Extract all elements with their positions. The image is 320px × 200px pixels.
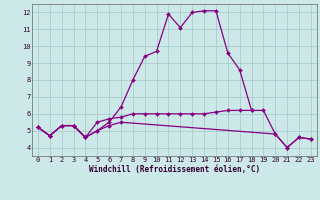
X-axis label: Windchill (Refroidissement éolien,°C): Windchill (Refroidissement éolien,°C)	[89, 165, 260, 174]
